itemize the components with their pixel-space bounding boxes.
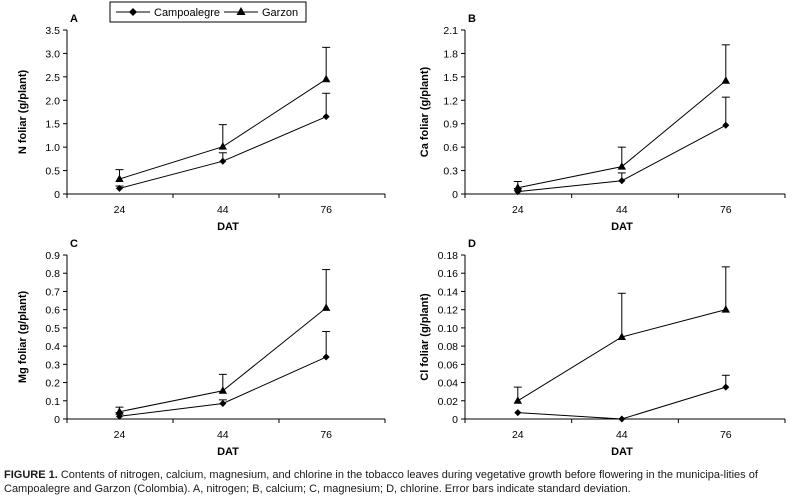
y-tick-label: 0.12 — [438, 305, 459, 317]
y-tick-label: 2.0 — [45, 95, 60, 107]
y-tick-label: 0.2 — [45, 378, 60, 390]
y-axis-label: Ca foliar (g/plant) — [419, 66, 431, 157]
caption-label: FIGURE 1. — [4, 469, 58, 481]
x-tick-label: 44 — [616, 204, 628, 216]
x-tick-label: 76 — [320, 204, 332, 216]
y-tick-label: 0.5 — [45, 166, 60, 178]
caption-text: Contents of nitrogen, calcium, magnesium… — [4, 469, 758, 495]
y-tick-label: 0.6 — [45, 305, 60, 317]
x-tick-label: 24 — [114, 204, 126, 216]
data-point-campoalegre — [115, 184, 123, 192]
y-tick-label: 0.04 — [438, 378, 459, 390]
y-tick-label: 0.9 — [45, 250, 60, 262]
y-tick-label: 0.08 — [438, 341, 459, 353]
data-point-garzon — [218, 386, 228, 394]
y-tick-label: 0.9 — [443, 119, 458, 131]
panel-letter: D — [468, 238, 476, 250]
panel-letter: C — [70, 238, 78, 250]
data-point-garzon — [115, 407, 124, 415]
x-tick-label: 44 — [217, 429, 229, 441]
panel-letter: B — [468, 13, 476, 25]
y-tick-label: 0.18 — [438, 250, 459, 262]
x-tick-label: 76 — [720, 429, 732, 441]
legend-label-campoalegre: Campoalegre — [154, 7, 220, 19]
y-tick-label: 2.1 — [443, 25, 458, 37]
x-tick-label: 76 — [720, 204, 732, 216]
panel-d: D 0 0.02 0.04 0.06 0.08 0.10 0.12 0.14 0.16 0.18 24… — [419, 238, 786, 458]
data-point-campoalegre — [618, 415, 626, 423]
y-tick-label: 0.06 — [438, 359, 459, 371]
x-axis-label: DAT — [611, 221, 633, 233]
data-point-garzon — [617, 332, 626, 340]
x-axis-label: DAT — [611, 446, 633, 458]
y-tick-label: 0.1 — [45, 396, 60, 408]
x-tick-label: 24 — [114, 429, 126, 441]
y-tick-label: 0.5 — [45, 323, 60, 335]
panel-b: B 0 0.3 0.6 0.9 1.2 1.5 1.8 2.1 24 44 76 DAT Ca folia… — [419, 13, 786, 233]
data-point-garzon — [115, 174, 124, 183]
y-tick-label: 0.7 — [45, 286, 60, 298]
y-tick-label: 0 — [452, 414, 458, 426]
data-point-campoalegre — [322, 113, 330, 121]
data-point-garzon — [721, 305, 730, 313]
y-tick-label: 1.0 — [45, 142, 60, 154]
y-tick-label: 1.5 — [45, 119, 60, 131]
y-tick-label: 1.2 — [443, 95, 458, 107]
x-tick-label: 76 — [320, 429, 332, 441]
y-tick-label: 0.14 — [438, 286, 459, 298]
y-tick-label: 0.4 — [45, 341, 60, 353]
legend-box — [109, 1, 307, 23]
y-tick-label: 0 — [54, 414, 60, 426]
data-point-campoalegre — [219, 157, 227, 165]
legend: Campoalegre Garzon — [109, 1, 307, 23]
data-point-garzon — [513, 183, 522, 191]
y-tick-label: 0.3 — [45, 359, 60, 371]
data-point-campoalegre — [322, 353, 330, 361]
x-tick-label: 24 — [512, 204, 524, 216]
y-axis-label: Cl foliar (g/plant) — [419, 293, 431, 381]
y-axis-label: N foliar (g/plant) — [17, 70, 29, 155]
y-tick-label: 1.8 — [443, 48, 458, 60]
y-tick-label: 0.6 — [443, 142, 458, 154]
figure: Campoalegre Garzon A 0 0.5 1.0 1.5 2.0 2.5 3.0 3… — [17, 1, 786, 458]
panel-a: A 0 0.5 1.0 1.5 2.0 2.5 3.0 3.5 24 44 76 DAT N foliar… — [17, 13, 386, 233]
y-axis-label: Mg foliar (g/plant) — [17, 291, 29, 384]
data-point-garzon — [617, 162, 626, 170]
y-tick-label: 0.10 — [438, 323, 459, 335]
legend-marker-campoalegre — [129, 8, 137, 16]
x-tick-label: 24 — [512, 429, 524, 441]
data-point-garzon — [218, 142, 228, 150]
series-line-garzon — [119, 307, 327, 413]
data-point-campoalegre — [618, 177, 626, 185]
y-tick-label: 0.02 — [438, 396, 459, 408]
data-point-campoalegre — [722, 121, 730, 129]
y-tick-label: 1.5 — [443, 72, 458, 84]
y-tick-label: 3.5 — [45, 25, 60, 37]
data-point-garzon — [513, 396, 522, 404]
y-tick-label: 2.5 — [45, 72, 60, 84]
data-point-garzon — [321, 74, 331, 83]
y-tick-label: 0 — [54, 189, 60, 201]
x-tick-label: 44 — [616, 429, 628, 441]
series-line-campoalegre — [517, 386, 726, 420]
data-point-campoalegre — [514, 409, 522, 417]
x-axis-label: DAT — [217, 221, 239, 233]
y-tick-label: 0.16 — [438, 268, 459, 280]
legend-label-garzon: Garzon — [262, 7, 298, 19]
series-line-garzon — [517, 80, 727, 189]
panel-letter: A — [70, 13, 78, 25]
panel-c: C 0 0.1 0.2 0.3 0.4 0.5 0.6 0.7 0.8 0.9 24 44 76 DAT Mg… — [17, 238, 386, 458]
y-tick-label: 0 — [452, 189, 458, 201]
figure-caption: FIGURE 1. Contents of nitrogen, calcium,… — [4, 468, 796, 496]
data-point-campoalegre — [219, 400, 227, 408]
data-point-garzon — [721, 76, 730, 84]
y-tick-label: 0.3 — [443, 166, 458, 178]
data-point-garzon — [321, 303, 331, 311]
x-axis-label: DAT — [217, 446, 239, 458]
x-tick-label: 44 — [217, 204, 229, 216]
y-tick-label: 3.0 — [45, 48, 60, 60]
data-point-campoalegre — [722, 383, 730, 391]
legend-marker-garzon — [236, 7, 246, 15]
y-tick-label: 0.8 — [45, 268, 60, 280]
